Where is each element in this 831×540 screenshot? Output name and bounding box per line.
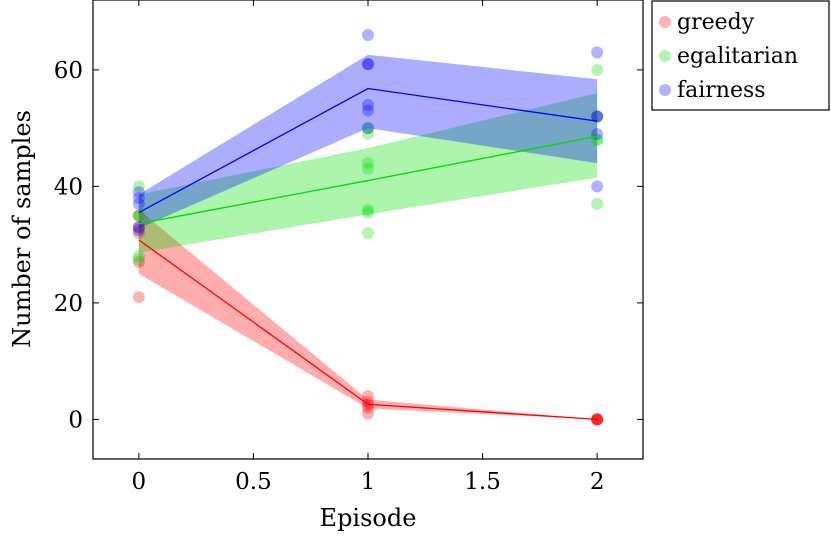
y-axis: 0 20 40 60 xyxy=(54,58,643,433)
fairness-point xyxy=(132,192,145,205)
fairness-band xyxy=(138,54,598,229)
egalitarian-point xyxy=(132,250,145,263)
greedy-point xyxy=(362,407,374,420)
egalitarian-point xyxy=(362,203,374,216)
fairness-point xyxy=(591,46,604,59)
mean-lines xyxy=(138,87,598,421)
confidence-bands xyxy=(138,54,598,420)
greedy-point xyxy=(132,226,145,239)
y-tick-label: 40 xyxy=(54,174,83,200)
fairness-mean-line xyxy=(138,87,598,214)
fairness-point xyxy=(591,180,604,193)
y-tick-label: 60 xyxy=(54,58,83,84)
egalitarian-band xyxy=(138,93,598,253)
egalitarian-point xyxy=(132,180,145,193)
x-tick-label: 0 xyxy=(132,469,147,495)
egalitarian-point xyxy=(132,209,145,222)
fairness-point xyxy=(362,104,374,117)
greedy-band xyxy=(138,209,598,420)
fairness-point xyxy=(132,224,145,237)
greedy-point xyxy=(132,256,145,269)
egalitarian-point xyxy=(362,122,374,135)
greedy-point xyxy=(362,390,374,403)
egalitarian-point xyxy=(362,127,374,140)
fairness-point xyxy=(362,58,374,71)
x-tick-label: 1.5 xyxy=(464,469,501,495)
egalitarian-point xyxy=(132,253,145,266)
greedy-point xyxy=(132,221,145,234)
fairness-legend-label: fairness xyxy=(677,78,766,103)
fairness-point xyxy=(132,186,145,199)
fairness-point xyxy=(591,127,604,140)
fairness-point xyxy=(362,98,374,111)
greedy-point xyxy=(132,209,145,222)
fairness-point xyxy=(132,221,145,234)
fairness-point xyxy=(362,58,374,71)
egalitarian-legend-label: egalitarian xyxy=(677,44,798,69)
fairness-point xyxy=(362,28,374,41)
fairness-legend-marker xyxy=(659,84,671,96)
x-tick-label: 0.5 xyxy=(235,469,272,495)
egalitarian-mean-line xyxy=(138,135,598,225)
y-tick-label: 20 xyxy=(54,291,83,317)
egalitarian-legend-marker xyxy=(659,50,671,62)
egalitarian-point xyxy=(591,110,604,123)
egalitarian-point xyxy=(362,157,374,170)
fairness-point xyxy=(132,197,145,210)
x-axis: 0 0.5 1 1.5 2 xyxy=(132,0,605,495)
x-tick-label: 2 xyxy=(590,469,605,495)
egalitarian-point xyxy=(362,162,374,175)
x-tick-label: 1 xyxy=(361,469,376,495)
fairness-point xyxy=(591,110,604,123)
egalitarian-point xyxy=(362,226,374,239)
egalitarian-point xyxy=(132,209,145,222)
fairness-point xyxy=(362,122,374,135)
greedy-mean-line xyxy=(138,239,598,421)
greedy-point xyxy=(132,291,145,304)
y-tick-label: 0 xyxy=(68,407,83,433)
legend: greedy egalitarian fairness xyxy=(651,0,830,111)
legend-box xyxy=(651,0,830,111)
egalitarian-point xyxy=(591,63,604,76)
fairness-point xyxy=(591,110,604,123)
greedy-legend-label: greedy xyxy=(677,10,755,35)
x-axis-title: Episode xyxy=(320,504,417,532)
egalitarian-point xyxy=(362,206,374,219)
y-axis-title: Number of samples xyxy=(8,110,36,348)
greedy-legend-marker xyxy=(659,16,671,28)
egalitarian-point xyxy=(591,197,604,210)
